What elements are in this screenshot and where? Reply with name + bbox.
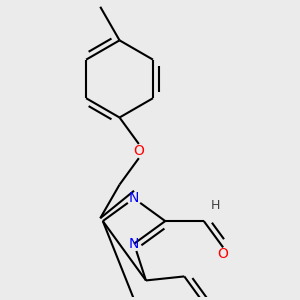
Text: O: O xyxy=(218,248,229,262)
Text: N: N xyxy=(129,191,139,206)
Text: O: O xyxy=(134,144,144,158)
Text: N: N xyxy=(129,237,139,251)
Text: H: H xyxy=(211,199,220,212)
